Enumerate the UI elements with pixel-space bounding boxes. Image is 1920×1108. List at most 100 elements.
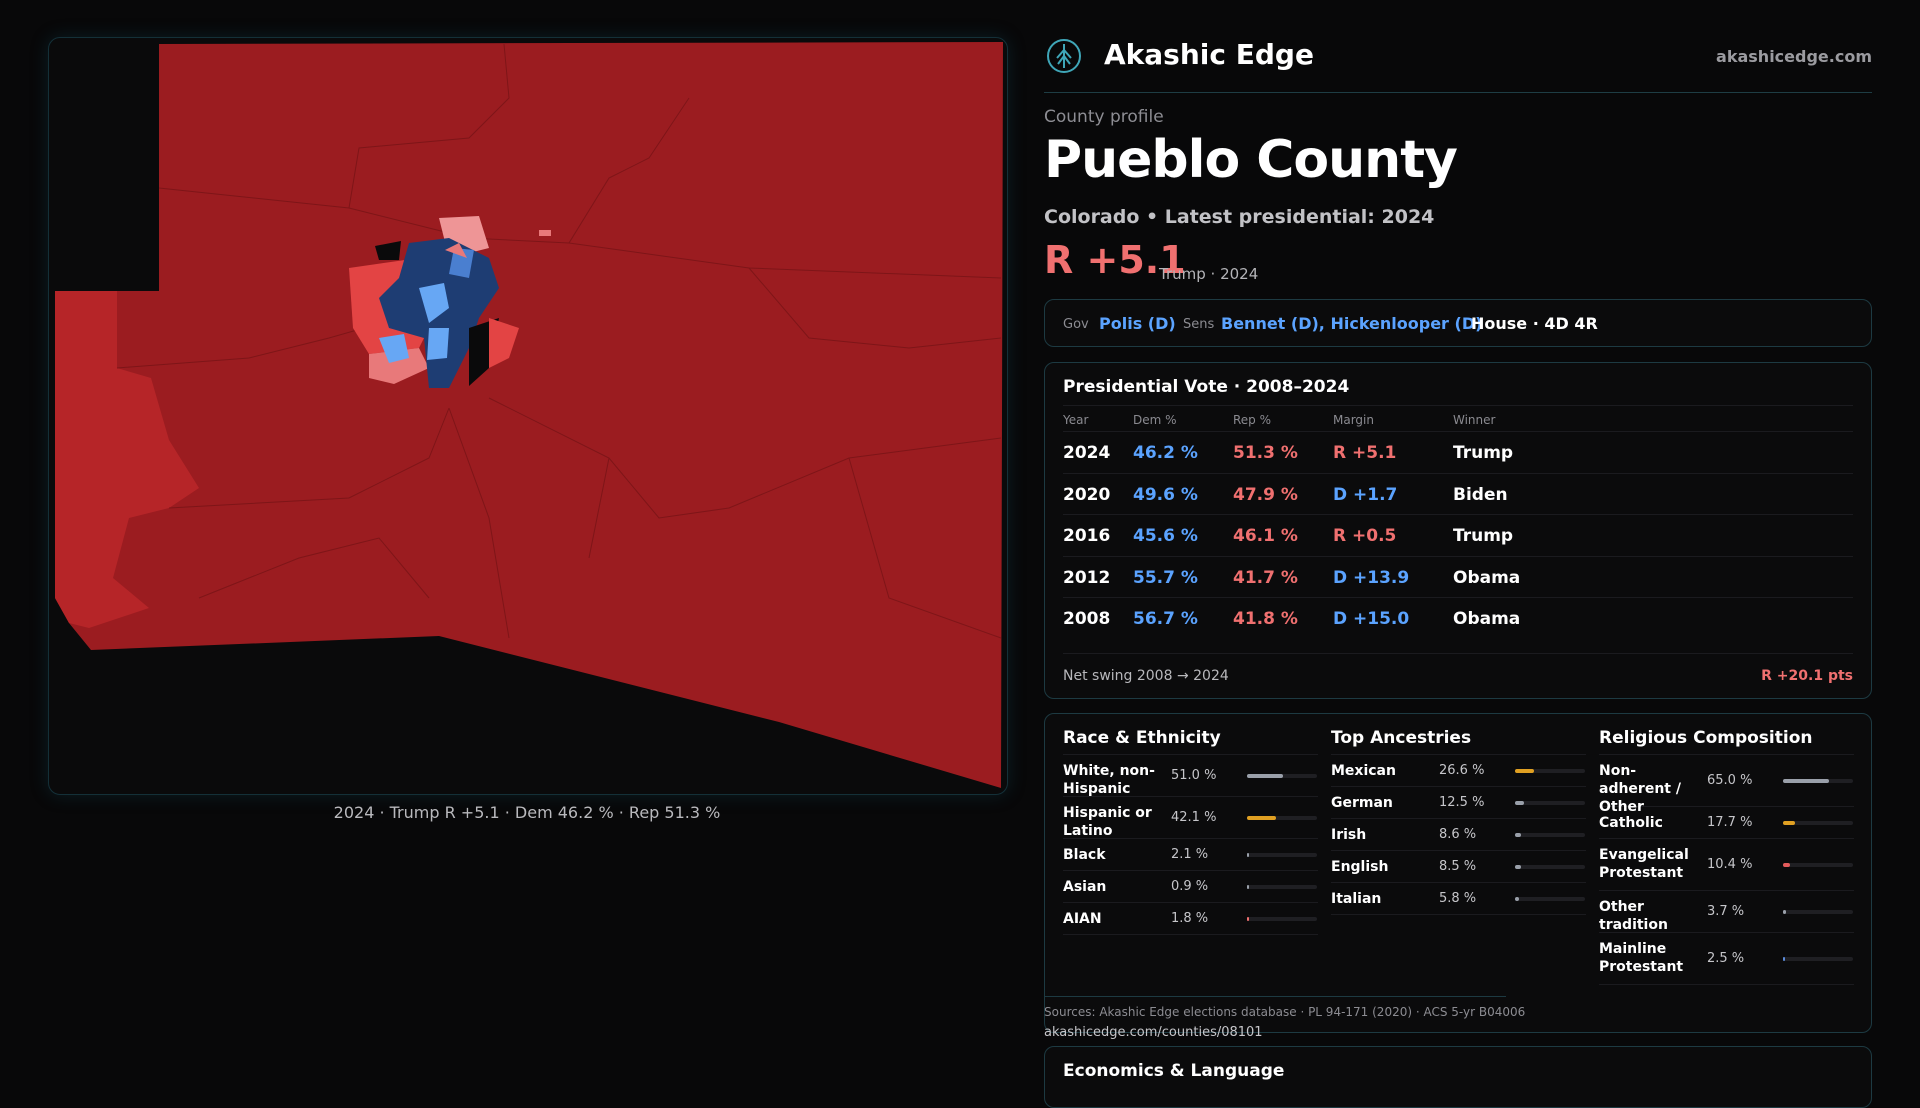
house-delegation: House · 4D 4R xyxy=(1471,314,1598,333)
site-link[interactable]: akashicedge.com xyxy=(1716,47,1872,66)
item-name: White, non-Hispanic xyxy=(1063,763,1155,797)
col-winner: Winner xyxy=(1453,413,1496,427)
cell-margin: D +1.7 xyxy=(1333,484,1398,505)
precinct-map-svg[interactable] xyxy=(49,38,1007,794)
table-row[interactable]: 2012 55.7 % 41.7 % D +13.9 Obama xyxy=(1063,555,1853,598)
bar-track xyxy=(1783,820,1853,825)
list-item: Irish 8.6 % xyxy=(1331,819,1586,851)
latest-margin: R +5.1 xyxy=(1044,238,1186,282)
bar-fill xyxy=(1783,956,1785,961)
item-value: 8.5 % xyxy=(1439,858,1477,874)
cell-winner: Trump xyxy=(1453,443,1514,463)
precinct-region[interactable] xyxy=(55,291,199,628)
bar-fill xyxy=(1515,800,1524,805)
bar-fill xyxy=(1783,909,1786,914)
economics-card: Economics & Language xyxy=(1044,1046,1872,1108)
ancestry-section: Top Ancestries Mexican 26.6 % German 12.5 %… xyxy=(1331,728,1586,915)
cell-rep: 41.7 % xyxy=(1233,567,1298,588)
table-row[interactable]: 2024 46.2 % 51.3 % R +5.1 Trump xyxy=(1063,431,1853,473)
cell-rep: 47.9 % xyxy=(1233,484,1298,505)
precinct-region[interactable] xyxy=(55,42,1003,788)
ancestry-title: Top Ancestries xyxy=(1331,728,1586,755)
bar-track xyxy=(1783,909,1853,914)
item-value: 5.8 % xyxy=(1439,890,1477,906)
item-value: 65.0 % xyxy=(1707,772,1753,788)
bar-track xyxy=(1783,862,1853,867)
item-name: German xyxy=(1331,795,1393,811)
bar-fill xyxy=(1515,832,1522,837)
urban-precincts[interactable] xyxy=(349,216,551,388)
bar-fill xyxy=(1247,773,1283,778)
table-header: Year Dem % Rep % Margin Winner xyxy=(1063,405,1853,432)
cell-dem: 49.6 % xyxy=(1133,484,1198,505)
col-dem: Dem % xyxy=(1133,413,1177,427)
cell-dem: 46.2 % xyxy=(1133,443,1198,463)
list-item: White, non-Hispanic 51.0 % xyxy=(1063,755,1318,797)
item-name: English xyxy=(1331,859,1389,875)
list-item: German 12.5 % xyxy=(1331,787,1586,819)
precinct-borders xyxy=(116,43,1002,639)
map-caption: 2024 · Trump R +5.1 · Dem 46.2 % · Rep 5… xyxy=(333,803,721,822)
bar-track xyxy=(1247,916,1317,921)
cell-dem: 55.7 % xyxy=(1133,567,1198,588)
cell-rep: 41.8 % xyxy=(1233,609,1298,629)
cell-margin: R +5.1 xyxy=(1333,443,1397,463)
bar-fill xyxy=(1783,820,1796,825)
bar-track xyxy=(1247,884,1317,889)
bar-fill xyxy=(1515,768,1534,773)
governor: Polis (D) xyxy=(1099,314,1176,333)
bar-fill xyxy=(1247,852,1249,857)
swing-value: R +20.1 pts xyxy=(1761,668,1853,684)
profile-eyebrow: County profile xyxy=(1044,107,1164,127)
bar-fill xyxy=(1515,864,1521,869)
cell-rep: 51.3 % xyxy=(1233,443,1298,463)
bar-fill xyxy=(1247,884,1249,889)
cell-year: 2012 xyxy=(1063,567,1111,588)
bar-fill xyxy=(1783,862,1791,867)
table-row[interactable]: 2008 56.7 % 41.8 % D +15.0 Obama xyxy=(1063,597,1853,639)
bar-track xyxy=(1783,778,1853,783)
cell-winner: Obama xyxy=(1453,609,1521,629)
list-item: Other tradition 3.7 % xyxy=(1599,891,1854,933)
cell-year: 2020 xyxy=(1063,484,1111,505)
page-title: Pueblo County xyxy=(1044,130,1458,190)
cell-margin: D +15.0 xyxy=(1333,609,1410,629)
presidential-title: Presidential Vote · 2008–2024 xyxy=(1063,377,1350,397)
item-name: AIAN xyxy=(1063,911,1102,927)
list-item: English 8.5 % xyxy=(1331,851,1586,883)
item-name: Asian xyxy=(1063,879,1107,895)
item-name: Italian xyxy=(1331,891,1382,907)
table-row[interactable]: 2016 45.6 % 46.1 % R +0.5 Trump xyxy=(1063,514,1853,556)
sources-text: Sources: Akashic Edge elections database… xyxy=(1044,1005,1526,1019)
tree-emblem-icon[interactable] xyxy=(1046,38,1082,74)
source-link[interactable]: akashicedge.com/counties/08101 xyxy=(1044,1025,1263,1040)
item-name: Mainline Protestant xyxy=(1599,941,1684,975)
presidential-vote-card: Presidential Vote · 2008–2024 Year Dem %… xyxy=(1044,362,1872,699)
item-value: 8.6 % xyxy=(1439,826,1477,842)
bar-track xyxy=(1515,832,1585,837)
bar-track xyxy=(1515,896,1585,901)
county-map[interactable] xyxy=(48,37,1008,795)
table-row[interactable]: 2020 49.6 % 47.9 % D +1.7 Biden xyxy=(1063,472,1853,515)
item-value: 2.1 % xyxy=(1171,846,1209,862)
senators: Bennet (D), Hickenlooper (D) xyxy=(1221,314,1483,333)
list-item: Black 2.1 % xyxy=(1063,839,1318,871)
item-name: Mexican xyxy=(1331,763,1396,779)
list-item: Catholic 17.7 % xyxy=(1599,807,1854,839)
bar-fill xyxy=(1247,815,1277,820)
cell-year: 2024 xyxy=(1063,443,1111,463)
col-rep: Rep % xyxy=(1233,413,1272,427)
item-value: 26.6 % xyxy=(1439,762,1485,778)
bar-track xyxy=(1247,773,1317,778)
list-item: Mainline Protestant 2.5 % xyxy=(1599,933,1854,985)
cell-rep: 46.1 % xyxy=(1233,526,1298,546)
brand-name[interactable]: Akashic Edge xyxy=(1104,38,1314,71)
item-value: 1.8 % xyxy=(1171,910,1209,926)
header-bar: Akashic Edge akashicedge.com xyxy=(1044,34,1872,93)
item-value: 12.5 % xyxy=(1439,794,1485,810)
bar-track xyxy=(1783,956,1853,961)
list-item: Italian 5.8 % xyxy=(1331,883,1586,915)
bar-track xyxy=(1247,815,1317,820)
cell-year: 2016 xyxy=(1063,526,1111,546)
cell-margin: R +0.5 xyxy=(1333,526,1397,546)
